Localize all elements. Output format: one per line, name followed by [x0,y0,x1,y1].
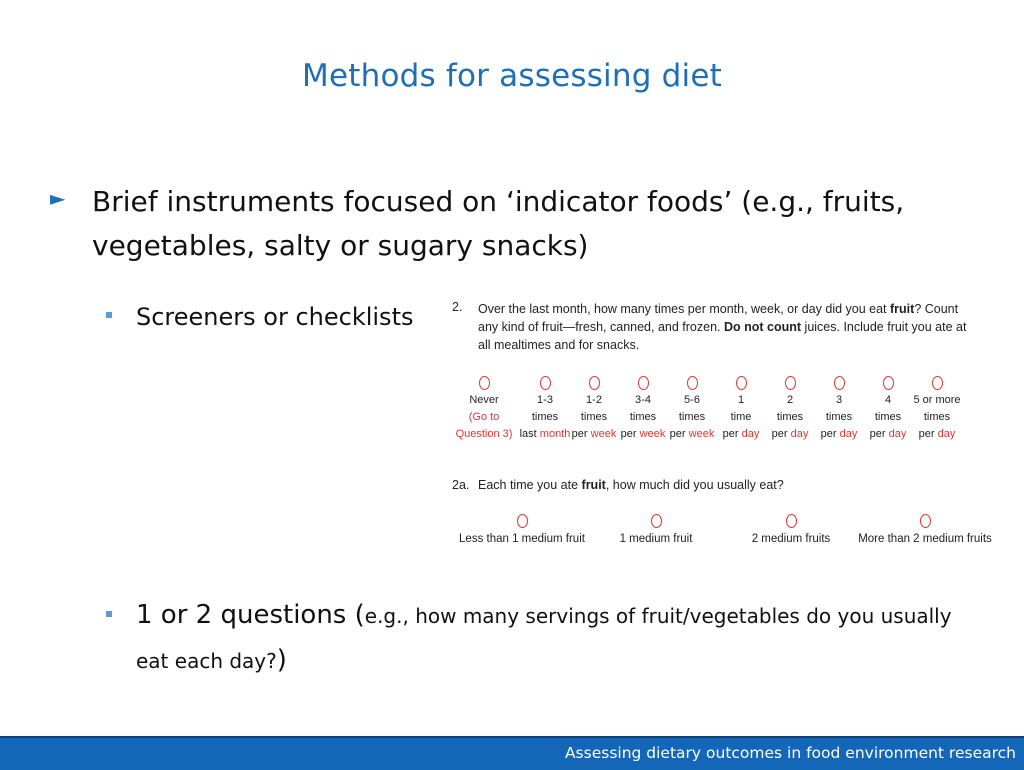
radio-circle-icon [539,376,551,390]
question-text: Over the last month, how many times per … [478,302,967,352]
frequency-option: 1-2 times per week [564,376,624,443]
amount-option: 1 medium fruit [586,514,726,548]
radio-circle-icon [650,514,662,528]
footer-text: Assessing dietary outcomes in food envir… [564,744,1016,762]
radio-circle-icon [785,514,797,528]
amount-option: 2 medium fruits [721,514,861,548]
frequency-option: 5-6 times per week [662,376,722,443]
radio-circle-icon [686,376,698,390]
survey-question-image: 2. Over the last month, how many times p… [452,300,992,554]
frequency-option: 2 times per day [760,376,820,443]
sub-bullet-text: 1 or 2 questions (e.g., how many serving… [136,600,952,675]
square-bullet-icon [106,611,112,617]
radio-circle-icon [735,376,747,390]
radio-circle-icon [588,376,600,390]
sub-bullet-text: Screeners or checklists [136,303,414,331]
radio-circle-icon [882,376,894,390]
subquestion-text: Each time you ate fruit, how much did yo… [478,478,784,492]
amount-option: More than 2 medium fruits [855,514,995,548]
frequency-option: 5 or more times per day [907,376,967,443]
radio-circle-icon [919,514,931,528]
question-number: 2. [452,300,463,314]
frequency-option: 3 times per day [809,376,869,443]
frequency-option: Never (Go to Question 3) [454,376,514,443]
frequency-option: 4 times per day [858,376,918,443]
radio-circle-icon [637,376,649,390]
frequency-option: 1-3 times last month [515,376,575,443]
slide-title: Methods for assessing diet [302,58,722,94]
radio-circle-icon [784,376,796,390]
square-bullet-icon [106,312,112,318]
amount-option: Less than 1 medium fruit [452,514,592,548]
radio-circle-icon [833,376,845,390]
radio-circle-icon [516,514,528,528]
footer-bar: Assessing dietary outcomes in food envir… [0,736,1024,770]
radio-circle-icon [478,376,490,390]
triangle-bullet-icon: ► [50,186,66,210]
main-bullet-text: Brief instruments focused on ‘indicator … [92,185,905,262]
radio-circle-icon [931,376,943,390]
frequency-option: 1 time per day [711,376,771,443]
frequency-option: 3-4 times per week [613,376,673,443]
subquestion-number: 2a. [452,478,470,492]
